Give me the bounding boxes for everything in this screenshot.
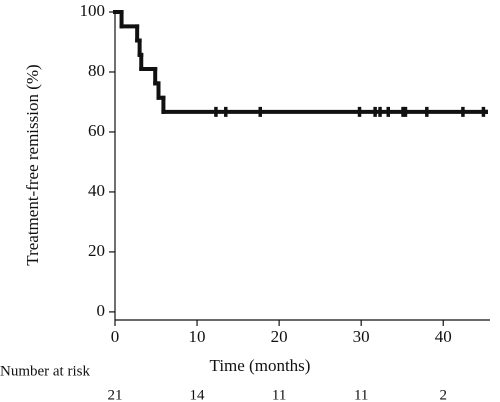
y-tick-label: 100	[80, 1, 106, 20]
y-axis-title: Treatment-free remission (%)	[23, 64, 42, 265]
risk-count: 14	[190, 387, 206, 402]
risk-count: 21	[108, 387, 123, 402]
y-tick-label: 0	[97, 301, 106, 320]
risk-count: 2	[439, 387, 447, 402]
risk-count: 11	[354, 387, 368, 402]
x-tick-label: 40	[435, 327, 452, 346]
x-axis-title: Time (months)	[210, 356, 311, 375]
x-tick-label: 30	[353, 327, 370, 346]
y-tick-label: 80	[88, 61, 105, 80]
x-tick-label: 20	[271, 327, 288, 346]
y-tick-label: 60	[88, 121, 105, 140]
y-tick-label: 40	[88, 181, 105, 200]
risk-count: 11	[272, 387, 286, 402]
x-tick-label: 10	[189, 327, 206, 346]
x-tick-label: 0	[111, 327, 120, 346]
risk-label: Number at risk	[0, 363, 90, 379]
y-tick-label: 20	[88, 241, 105, 260]
